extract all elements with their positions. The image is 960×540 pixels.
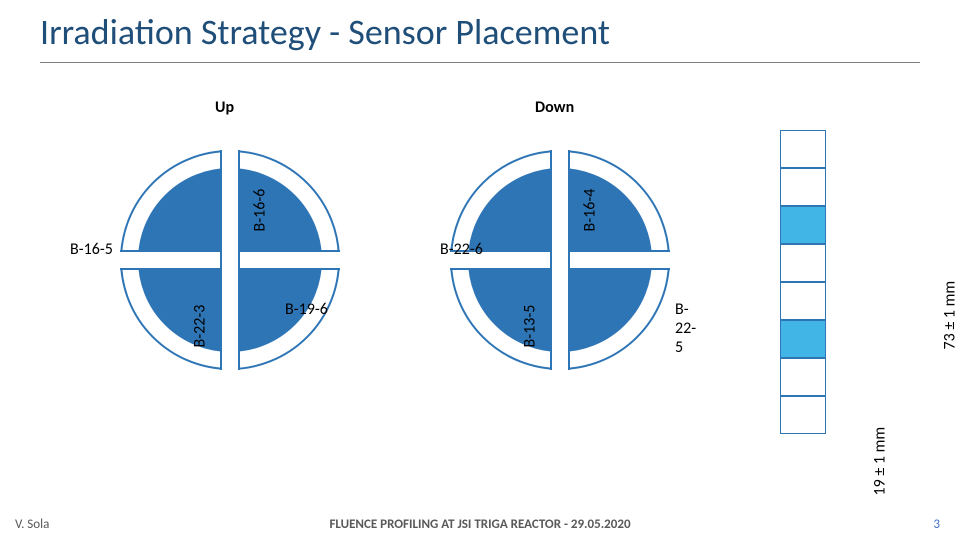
- label-down-bottom: B-13-5: [521, 288, 540, 348]
- slide-title: Irradiation Strategy - Sensor Placement: [40, 10, 610, 54]
- arm-down-vert: [552, 150, 568, 370]
- dim-big: 73 ± 1 mm: [941, 250, 960, 350]
- label-up-top: B-16-6: [251, 172, 270, 232]
- title-underline: [40, 62, 920, 63]
- label-up-bottom: B-22-3: [191, 288, 210, 348]
- arm-up-vert-border-r: [238, 150, 240, 370]
- arm-down-vert-border-l: [550, 150, 552, 370]
- label-up-title: Up: [215, 98, 234, 117]
- label-up-right: B-19-6: [285, 300, 328, 319]
- arm-up-vert: [222, 150, 238, 370]
- arm-down-vert-border-r: [568, 150, 570, 370]
- label-down-left: B-22-6: [440, 240, 483, 259]
- stack-cell: [780, 358, 826, 396]
- footer-right: 3: [933, 517, 940, 532]
- label-down-title: Down: [535, 98, 574, 117]
- stack-cell: [780, 206, 826, 244]
- arm-up-vert-border-l: [220, 150, 222, 370]
- footer-center: FLUENCE PROFILING AT JSI TRIGA REACTOR -…: [0, 517, 960, 532]
- circle-down: Down B-16-4 B-22-6 B-22-5 B-13-5: [450, 150, 670, 370]
- circle-up: Up B-16-6 B-16-5 B-19-6 B-22-3: [120, 150, 340, 370]
- stack: [780, 130, 826, 434]
- stack-cell: [780, 244, 826, 282]
- label-up-left: B-16-5: [70, 240, 113, 259]
- stack-cell: [780, 282, 826, 320]
- label-down-top: B-16-4: [581, 172, 600, 232]
- stack-cell: [780, 320, 826, 358]
- stack-cell: [780, 168, 826, 206]
- dim-small: 19 ± 1 mm: [871, 396, 890, 496]
- stack-cell: [780, 396, 826, 434]
- label-down-right: B-22-5: [675, 300, 696, 357]
- stack-cell: [780, 130, 826, 168]
